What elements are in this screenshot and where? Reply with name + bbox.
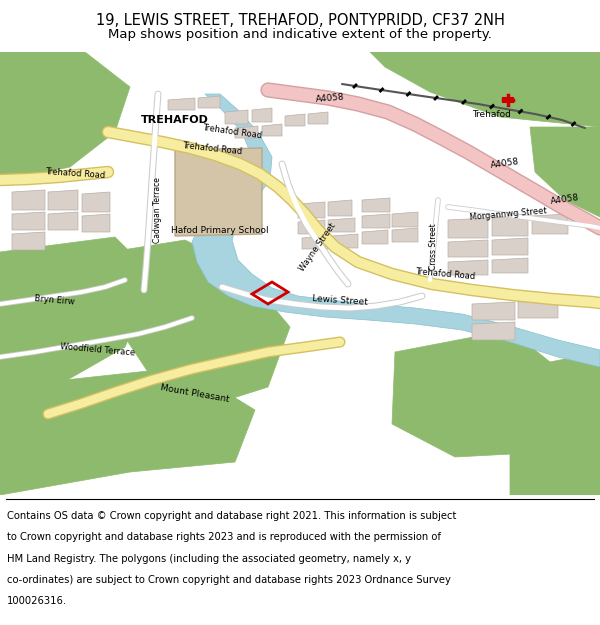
Polygon shape (362, 214, 390, 228)
Polygon shape (530, 127, 600, 217)
Polygon shape (285, 114, 305, 126)
Polygon shape (448, 240, 488, 257)
Polygon shape (48, 190, 78, 210)
Polygon shape (370, 52, 600, 127)
Text: 19, LEWIS STREET, TREHAFOD, PONTYPRIDD, CF37 2NH: 19, LEWIS STREET, TREHAFOD, PONTYPRIDD, … (95, 13, 505, 28)
Text: Trehafod Road: Trehafod Road (202, 123, 262, 141)
Polygon shape (308, 112, 328, 124)
Polygon shape (532, 214, 568, 234)
Polygon shape (448, 260, 488, 275)
Polygon shape (510, 352, 600, 495)
Polygon shape (262, 124, 282, 136)
Polygon shape (362, 230, 388, 244)
Polygon shape (0, 237, 155, 495)
Polygon shape (472, 322, 515, 340)
Text: A4058: A4058 (315, 92, 345, 104)
Polygon shape (0, 367, 255, 495)
Text: Contains OS data © Crown copyright and database right 2021. This information is : Contains OS data © Crown copyright and d… (7, 511, 457, 521)
Text: 100026316.: 100026316. (7, 596, 67, 606)
Text: Trehafod Road: Trehafod Road (415, 267, 475, 281)
Polygon shape (235, 126, 258, 138)
Text: Mount Pleasant: Mount Pleasant (160, 384, 230, 404)
Text: Cross Street: Cross Street (430, 224, 439, 271)
Text: A4058: A4058 (550, 194, 580, 206)
Text: Woodfield Terrace: Woodfield Terrace (60, 342, 136, 357)
Text: Trehafod Road: Trehafod Road (44, 168, 106, 181)
Polygon shape (252, 108, 272, 122)
Polygon shape (12, 212, 45, 230)
Polygon shape (82, 192, 110, 212)
Text: Lewis Street: Lewis Street (312, 294, 368, 306)
Polygon shape (328, 200, 352, 216)
Polygon shape (168, 98, 195, 110)
Polygon shape (298, 202, 325, 218)
Text: Wayne Street: Wayne Street (298, 221, 338, 273)
Polygon shape (82, 214, 110, 232)
Polygon shape (198, 96, 220, 108)
Polygon shape (192, 94, 600, 367)
Polygon shape (332, 234, 358, 248)
Polygon shape (302, 236, 328, 249)
Polygon shape (12, 232, 45, 250)
Polygon shape (492, 258, 528, 273)
Polygon shape (362, 198, 390, 212)
Polygon shape (0, 52, 60, 107)
Polygon shape (518, 300, 558, 318)
Polygon shape (392, 228, 418, 242)
Polygon shape (392, 212, 418, 227)
Text: Trehafod Road: Trehafod Road (182, 141, 242, 157)
Polygon shape (108, 240, 290, 407)
Polygon shape (328, 218, 355, 232)
Text: Bryn Eirw: Bryn Eirw (34, 294, 76, 306)
Polygon shape (48, 212, 78, 230)
Polygon shape (298, 220, 325, 234)
Polygon shape (472, 302, 515, 320)
Text: A4058: A4058 (490, 158, 520, 171)
Polygon shape (492, 216, 528, 236)
Polygon shape (492, 238, 528, 255)
Text: Cadwgan Terrace: Cadwgan Terrace (154, 177, 163, 243)
Polygon shape (448, 218, 488, 238)
Text: co-ordinates) are subject to Crown copyright and database rights 2023 Ordnance S: co-ordinates) are subject to Crown copyr… (7, 575, 451, 585)
Polygon shape (392, 330, 560, 457)
Polygon shape (225, 110, 248, 124)
Text: Trehafod: Trehafod (473, 109, 511, 119)
Text: HM Land Registry. The polygons (including the associated geometry, namely x, y: HM Land Registry. The polygons (includin… (7, 554, 411, 564)
Text: Morgannwg Street: Morgannwg Street (469, 206, 547, 222)
Polygon shape (175, 148, 262, 236)
Text: to Crown copyright and database rights 2023 and is reproduced with the permissio: to Crown copyright and database rights 2… (7, 532, 441, 542)
Polygon shape (12, 190, 45, 210)
Polygon shape (0, 52, 130, 182)
Text: Hafod Primary School: Hafod Primary School (171, 226, 269, 234)
Text: TREHAFOD: TREHAFOD (141, 115, 209, 125)
Text: Map shows position and indicative extent of the property.: Map shows position and indicative extent… (108, 28, 492, 41)
